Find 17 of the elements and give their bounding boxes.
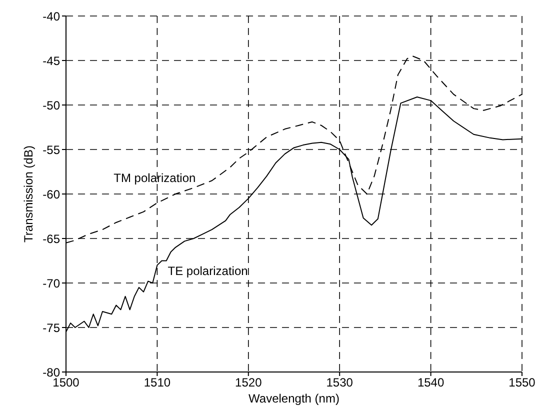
series-label: TM polarization <box>114 170 196 185</box>
y-tick-label: -75 <box>42 320 60 335</box>
x-axis-title: Wavelength (nm) <box>248 392 340 406</box>
x-tick-label: 1530 <box>326 376 354 390</box>
x-tick-label: 1510 <box>144 376 171 390</box>
x-tick-label: 1520 <box>235 376 262 390</box>
y-tick-label: -50 <box>42 98 60 112</box>
x-tick-label: 1550 <box>508 376 536 390</box>
y-tick-label: -65 <box>42 232 60 246</box>
y-tick-label: -45 <box>42 54 60 68</box>
y-axis-title: Transmission (dB) <box>21 146 36 242</box>
y-tick-label: -70 <box>42 276 60 290</box>
y-tick-label: -40 <box>42 9 60 24</box>
y-tick-label: -55 <box>42 142 60 157</box>
y-tick-label: -60 <box>42 187 60 202</box>
x-tick-label: 1540 <box>417 376 444 390</box>
series-label: TE polarization <box>168 264 248 278</box>
